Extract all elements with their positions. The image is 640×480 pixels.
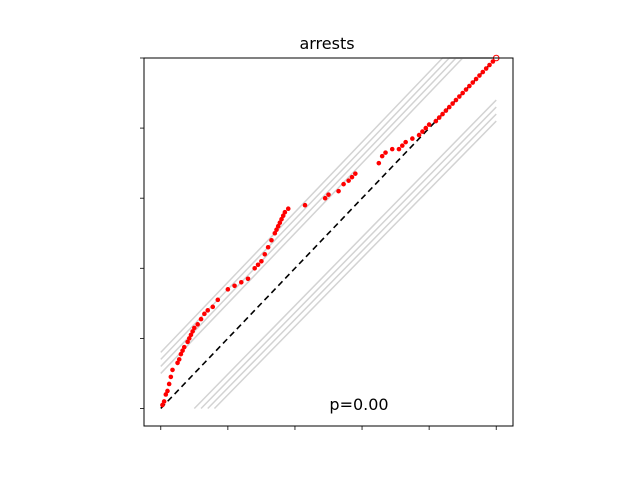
data-point xyxy=(426,122,432,127)
data-point xyxy=(440,111,445,117)
data-point xyxy=(302,202,308,208)
data-point xyxy=(460,90,465,96)
data-point xyxy=(389,146,395,152)
data-point xyxy=(178,351,184,357)
x-axis-ticks xyxy=(160,426,497,430)
data-point xyxy=(202,311,207,317)
data-point xyxy=(336,188,341,194)
envelope-line-6 xyxy=(200,106,497,410)
data-point xyxy=(470,80,476,85)
data-point xyxy=(192,325,197,331)
data-point xyxy=(165,388,170,394)
data-point xyxy=(483,66,489,71)
data-point xyxy=(190,329,195,334)
data-point xyxy=(280,213,286,219)
envelope-line-4 xyxy=(160,57,497,374)
data-point xyxy=(443,108,449,113)
data-point xyxy=(379,153,385,159)
chart-title: arrests xyxy=(299,34,354,53)
data-point xyxy=(423,125,429,131)
data-point xyxy=(161,399,167,404)
data-point xyxy=(215,297,221,303)
data-point xyxy=(446,104,452,110)
data-point xyxy=(463,87,469,92)
data-point xyxy=(420,129,425,134)
data-point xyxy=(326,192,331,197)
data-point xyxy=(403,139,408,145)
data-point xyxy=(353,171,358,176)
data-point xyxy=(341,181,346,187)
data-point xyxy=(238,280,244,285)
data-point xyxy=(436,115,442,120)
data-point xyxy=(168,374,174,380)
data-point xyxy=(274,227,279,233)
data-point xyxy=(245,276,251,282)
data-point xyxy=(186,336,192,341)
data-point xyxy=(272,230,278,236)
data-point xyxy=(170,367,175,373)
axes-frame xyxy=(143,57,514,427)
data-point xyxy=(166,381,172,387)
envelope-line-7 xyxy=(207,113,497,410)
data-point xyxy=(175,360,180,366)
data-point xyxy=(160,402,165,408)
data-point xyxy=(383,150,388,155)
data-point xyxy=(322,195,328,201)
data-point xyxy=(285,206,291,212)
y-axis-ticks xyxy=(140,57,144,409)
data-point xyxy=(225,287,231,292)
data-point xyxy=(477,73,482,78)
data-point xyxy=(346,178,351,183)
envelope-line-8 xyxy=(213,120,497,410)
data-point xyxy=(416,132,422,138)
data-point xyxy=(210,304,216,310)
data-point xyxy=(262,251,268,257)
data-point xyxy=(453,97,459,103)
data-point xyxy=(400,143,405,148)
data-point xyxy=(473,76,479,82)
data-point xyxy=(275,223,281,229)
data-point xyxy=(205,308,211,313)
data-point xyxy=(376,160,382,166)
data-point xyxy=(195,322,200,327)
data-point xyxy=(433,118,439,124)
data-point xyxy=(232,283,237,289)
data-point xyxy=(410,136,415,141)
data-point xyxy=(185,339,190,345)
data-point xyxy=(467,83,472,89)
data-point xyxy=(349,174,355,180)
data-point xyxy=(198,316,204,322)
data-point xyxy=(163,392,169,397)
p-value-annotation: p=0.00 xyxy=(329,395,388,414)
data-point xyxy=(279,216,284,222)
envelope-line-5 xyxy=(193,99,497,410)
data-point xyxy=(181,344,187,350)
data-point xyxy=(480,69,486,75)
data-point xyxy=(265,244,271,250)
data-point xyxy=(487,62,492,68)
data-point xyxy=(396,146,402,152)
data-point xyxy=(188,332,194,338)
data-point xyxy=(259,258,264,264)
data-point xyxy=(252,265,257,271)
data-point xyxy=(255,262,261,268)
data-point xyxy=(180,348,185,353)
data-point xyxy=(457,94,462,99)
data-point xyxy=(450,101,455,106)
data-point xyxy=(176,357,182,362)
data-point xyxy=(282,209,288,215)
data-point xyxy=(269,237,274,243)
data-point xyxy=(277,220,283,226)
